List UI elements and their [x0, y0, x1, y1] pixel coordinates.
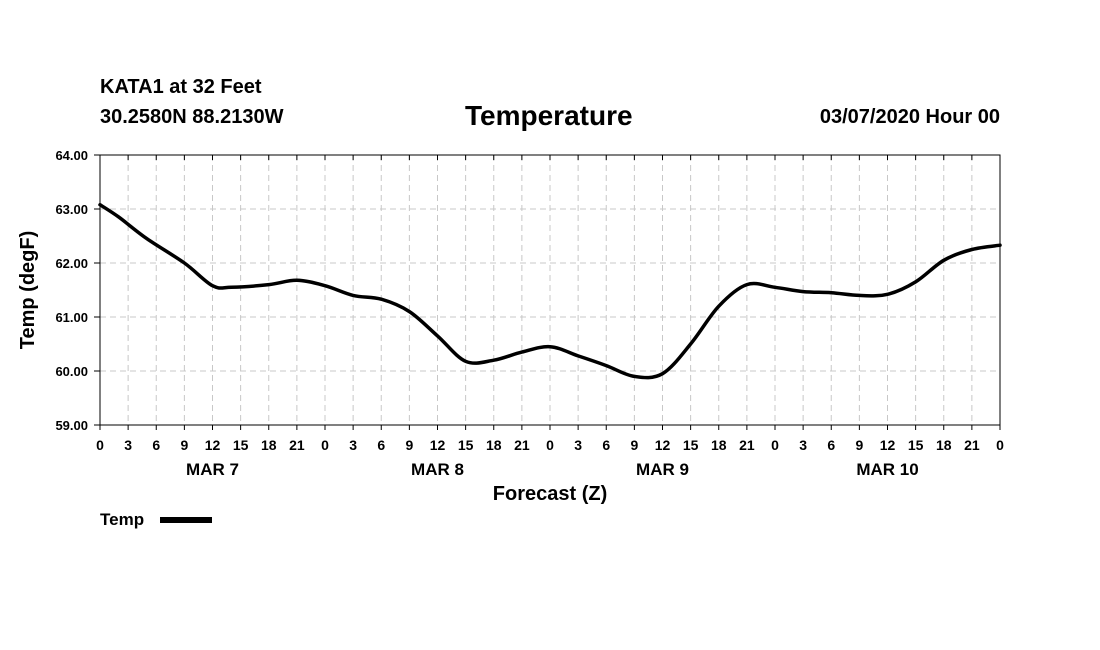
station-label: KATA1 at 32 Feet [100, 76, 262, 98]
x-tick-label: 18 [261, 437, 277, 453]
day-label: MAR 9 [636, 460, 689, 479]
x-tick-label: 9 [855, 437, 863, 453]
x-tick-label: 12 [205, 437, 221, 453]
y-tick-label: 59.00 [55, 418, 88, 433]
x-tick-label: 15 [683, 437, 699, 453]
x-tick-label: 6 [827, 437, 835, 453]
x-tick-label: 9 [405, 437, 413, 453]
y-tick-label: 63.00 [55, 202, 88, 217]
x-tick-label: 12 [655, 437, 671, 453]
legend-label: Temp [100, 510, 144, 529]
y-tick-label: 60.00 [55, 364, 88, 379]
x-axis-label: Forecast (Z) [493, 483, 607, 505]
x-tick-label: 0 [321, 437, 329, 453]
x-tick-label: 18 [936, 437, 952, 453]
x-tick-label: 21 [964, 437, 980, 453]
legend-swatch [160, 517, 212, 523]
x-tick-label: 12 [430, 437, 446, 453]
x-tick-label: 15 [908, 437, 924, 453]
forecast-timestamp: 03/07/2020 Hour 00 [819, 106, 1000, 128]
y-tick-label: 61.00 [55, 310, 88, 325]
x-tick-label: 3 [124, 437, 132, 453]
day-label: MAR 7 [186, 460, 239, 479]
x-tick-label: 0 [96, 437, 104, 453]
y-tick-label: 62.00 [55, 256, 88, 271]
x-tick-label: 3 [574, 437, 582, 453]
x-tick-label: 0 [546, 437, 554, 453]
x-tick-label: 3 [349, 437, 357, 453]
x-tick-label: 6 [602, 437, 610, 453]
x-tick-label: 21 [514, 437, 530, 453]
chart-title: Temperature [465, 100, 633, 131]
coordinates-label: 30.2580N 88.2130W [100, 106, 284, 128]
x-tick-label: 18 [711, 437, 727, 453]
x-tick-label: 15 [458, 437, 474, 453]
x-tick-label: 0 [996, 437, 1004, 453]
day-label: MAR 8 [411, 460, 464, 479]
x-tick-label: 9 [180, 437, 188, 453]
day-label: MAR 10 [856, 460, 918, 479]
x-tick-label: 18 [486, 437, 502, 453]
x-tick-label: 9 [630, 437, 638, 453]
x-tick-label: 21 [289, 437, 305, 453]
temp-series-line [98, 202, 1002, 380]
y-tick-label: 64.00 [55, 148, 88, 163]
y-axis-label: Temp (degF) [17, 231, 39, 350]
x-tick-label: 6 [152, 437, 160, 453]
x-tick-label: 3 [799, 437, 807, 453]
x-tick-label: 0 [771, 437, 779, 453]
x-tick-label: 15 [233, 437, 249, 453]
x-tick-label: 6 [377, 437, 385, 453]
x-tick-label: 21 [739, 437, 755, 453]
x-tick-label: 12 [880, 437, 896, 453]
